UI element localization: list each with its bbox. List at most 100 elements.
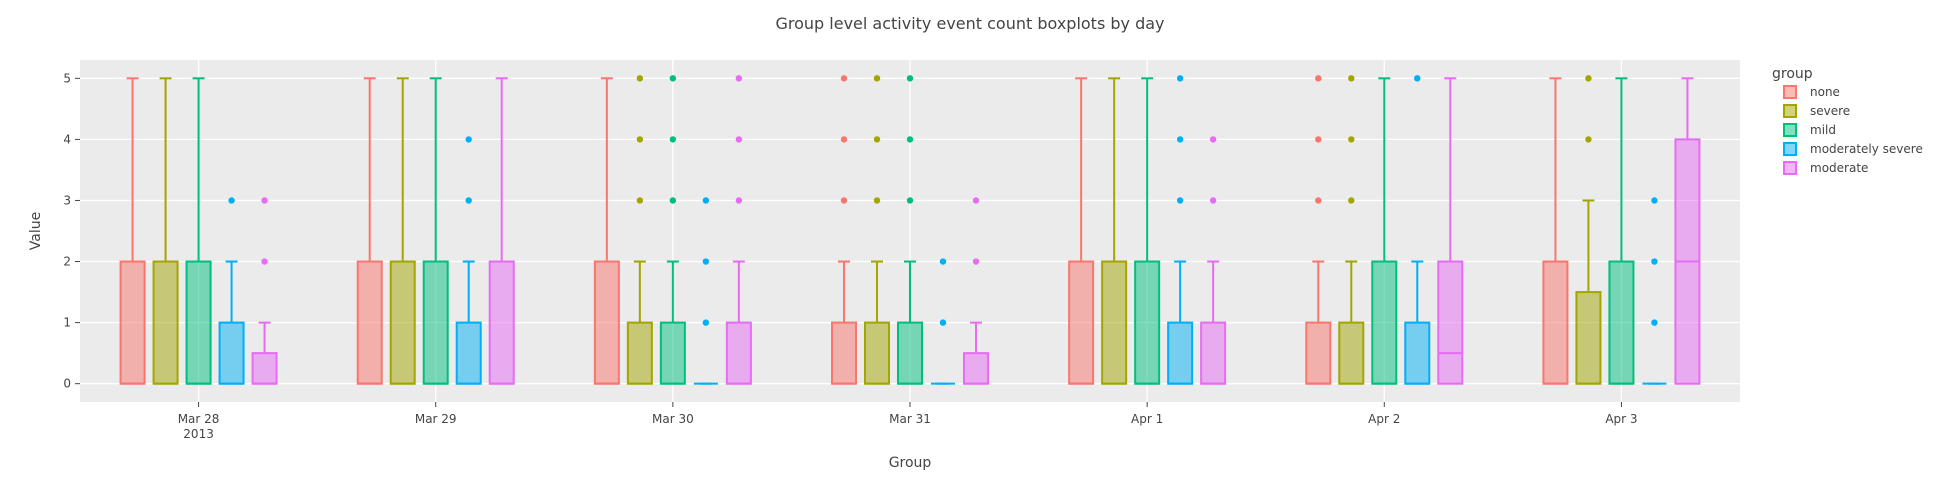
box-mild [1134,77,1161,385]
outlier-point [636,75,644,82]
box-body [725,321,752,385]
y-axis: 0 1 2 3 4 5 [63,71,80,391]
box-moderately-severe [455,136,482,385]
outlier-point [1315,197,1322,204]
x-tick-label: Apr 2 [1368,412,1400,426]
box-moderate [488,77,515,385]
legend-swatch [1783,123,1797,137]
outlier-point [939,319,947,326]
outlier-point [1176,75,1184,82]
outlier-point [906,75,914,82]
box-none [356,77,383,385]
outlier-point [1414,75,1421,82]
y-tick-label: 5 [63,71,71,85]
box-none [1305,75,1332,385]
box-body [593,260,620,385]
box-body [1371,260,1398,385]
legend-swatch [1783,104,1797,118]
outlier-point [735,197,743,204]
outlier-point [906,136,914,143]
box-body [185,260,212,385]
outlier-point [972,197,980,204]
box-none [831,75,857,385]
outlier-point [702,197,710,204]
legend-label: none [1810,85,1840,99]
box-none [1542,77,1569,385]
outlier-point [261,197,268,204]
outlier-point [465,136,472,143]
box-severe [1101,77,1128,385]
legend-label: severe [1810,104,1850,118]
box-moderate [251,197,278,385]
outlier-point [669,197,677,204]
outlier-point [669,136,677,143]
box-moderate [1200,136,1227,385]
x-tick-label: Apr 1 [1131,412,1163,426]
box-moderately-severe [693,197,718,385]
box-severe [152,77,179,385]
box-moderately-severe [1642,197,1667,385]
box-body [1338,321,1365,385]
box-moderate [963,197,989,385]
legend-swatch [1783,161,1797,175]
outlier-point [906,197,914,204]
outlier-point [1348,197,1355,204]
box-moderately-severe [931,258,955,385]
box-mild [897,75,923,385]
legend-swatch [1783,142,1797,156]
chart-title: Group level activity event count boxplot… [775,14,1164,33]
legend-swatch [1783,85,1797,99]
x-tick-label: Mar 31 [889,412,931,426]
y-axis-title: Value [28,212,44,250]
box-body [1542,260,1569,385]
outlier-point [636,136,644,143]
outlier-point [873,75,881,82]
outlier-point [669,75,677,82]
outlier-point [840,136,848,143]
outlier-point [1209,136,1217,143]
box-body [1437,260,1464,385]
box-body [897,321,923,385]
box-body [1305,321,1332,385]
x-tick-label: Mar 30 [652,412,694,426]
boxes [119,75,1701,385]
box-body [1068,260,1095,385]
outlier-point [840,197,848,204]
legend-label: moderately severe [1810,142,1923,156]
box-body [1101,260,1128,385]
box-body [1608,260,1635,385]
outlier-point [1315,136,1322,143]
box-body [831,321,857,385]
outlier-point [636,197,644,204]
outlier-point [1651,197,1658,204]
box-body [488,260,515,385]
box-body [864,321,890,385]
box-body [1200,321,1227,385]
box-moderately-severe [218,197,245,385]
box-body [1167,321,1194,385]
y-tick-label: 2 [63,255,71,269]
box-body [152,260,179,385]
outlier-point [1176,197,1184,204]
outlier-point [840,75,848,82]
box-body [626,321,653,385]
box-body [1404,321,1431,385]
outlier-point [465,197,472,204]
box-moderate [1674,77,1701,385]
outlier-point [228,197,235,204]
outlier-point [1585,136,1592,143]
box-mild [1608,77,1635,385]
box-mild [422,77,449,385]
box-severe [389,77,416,385]
outlier-point [735,75,743,82]
outlier-point [1585,75,1592,82]
outlier-point [873,197,881,204]
box-severe [1575,75,1602,385]
box-moderately-severe [1404,75,1431,385]
outlier-point [1209,197,1217,204]
legend-label: moderate [1810,161,1868,175]
box-mild [1371,77,1398,385]
box-body [119,260,146,385]
